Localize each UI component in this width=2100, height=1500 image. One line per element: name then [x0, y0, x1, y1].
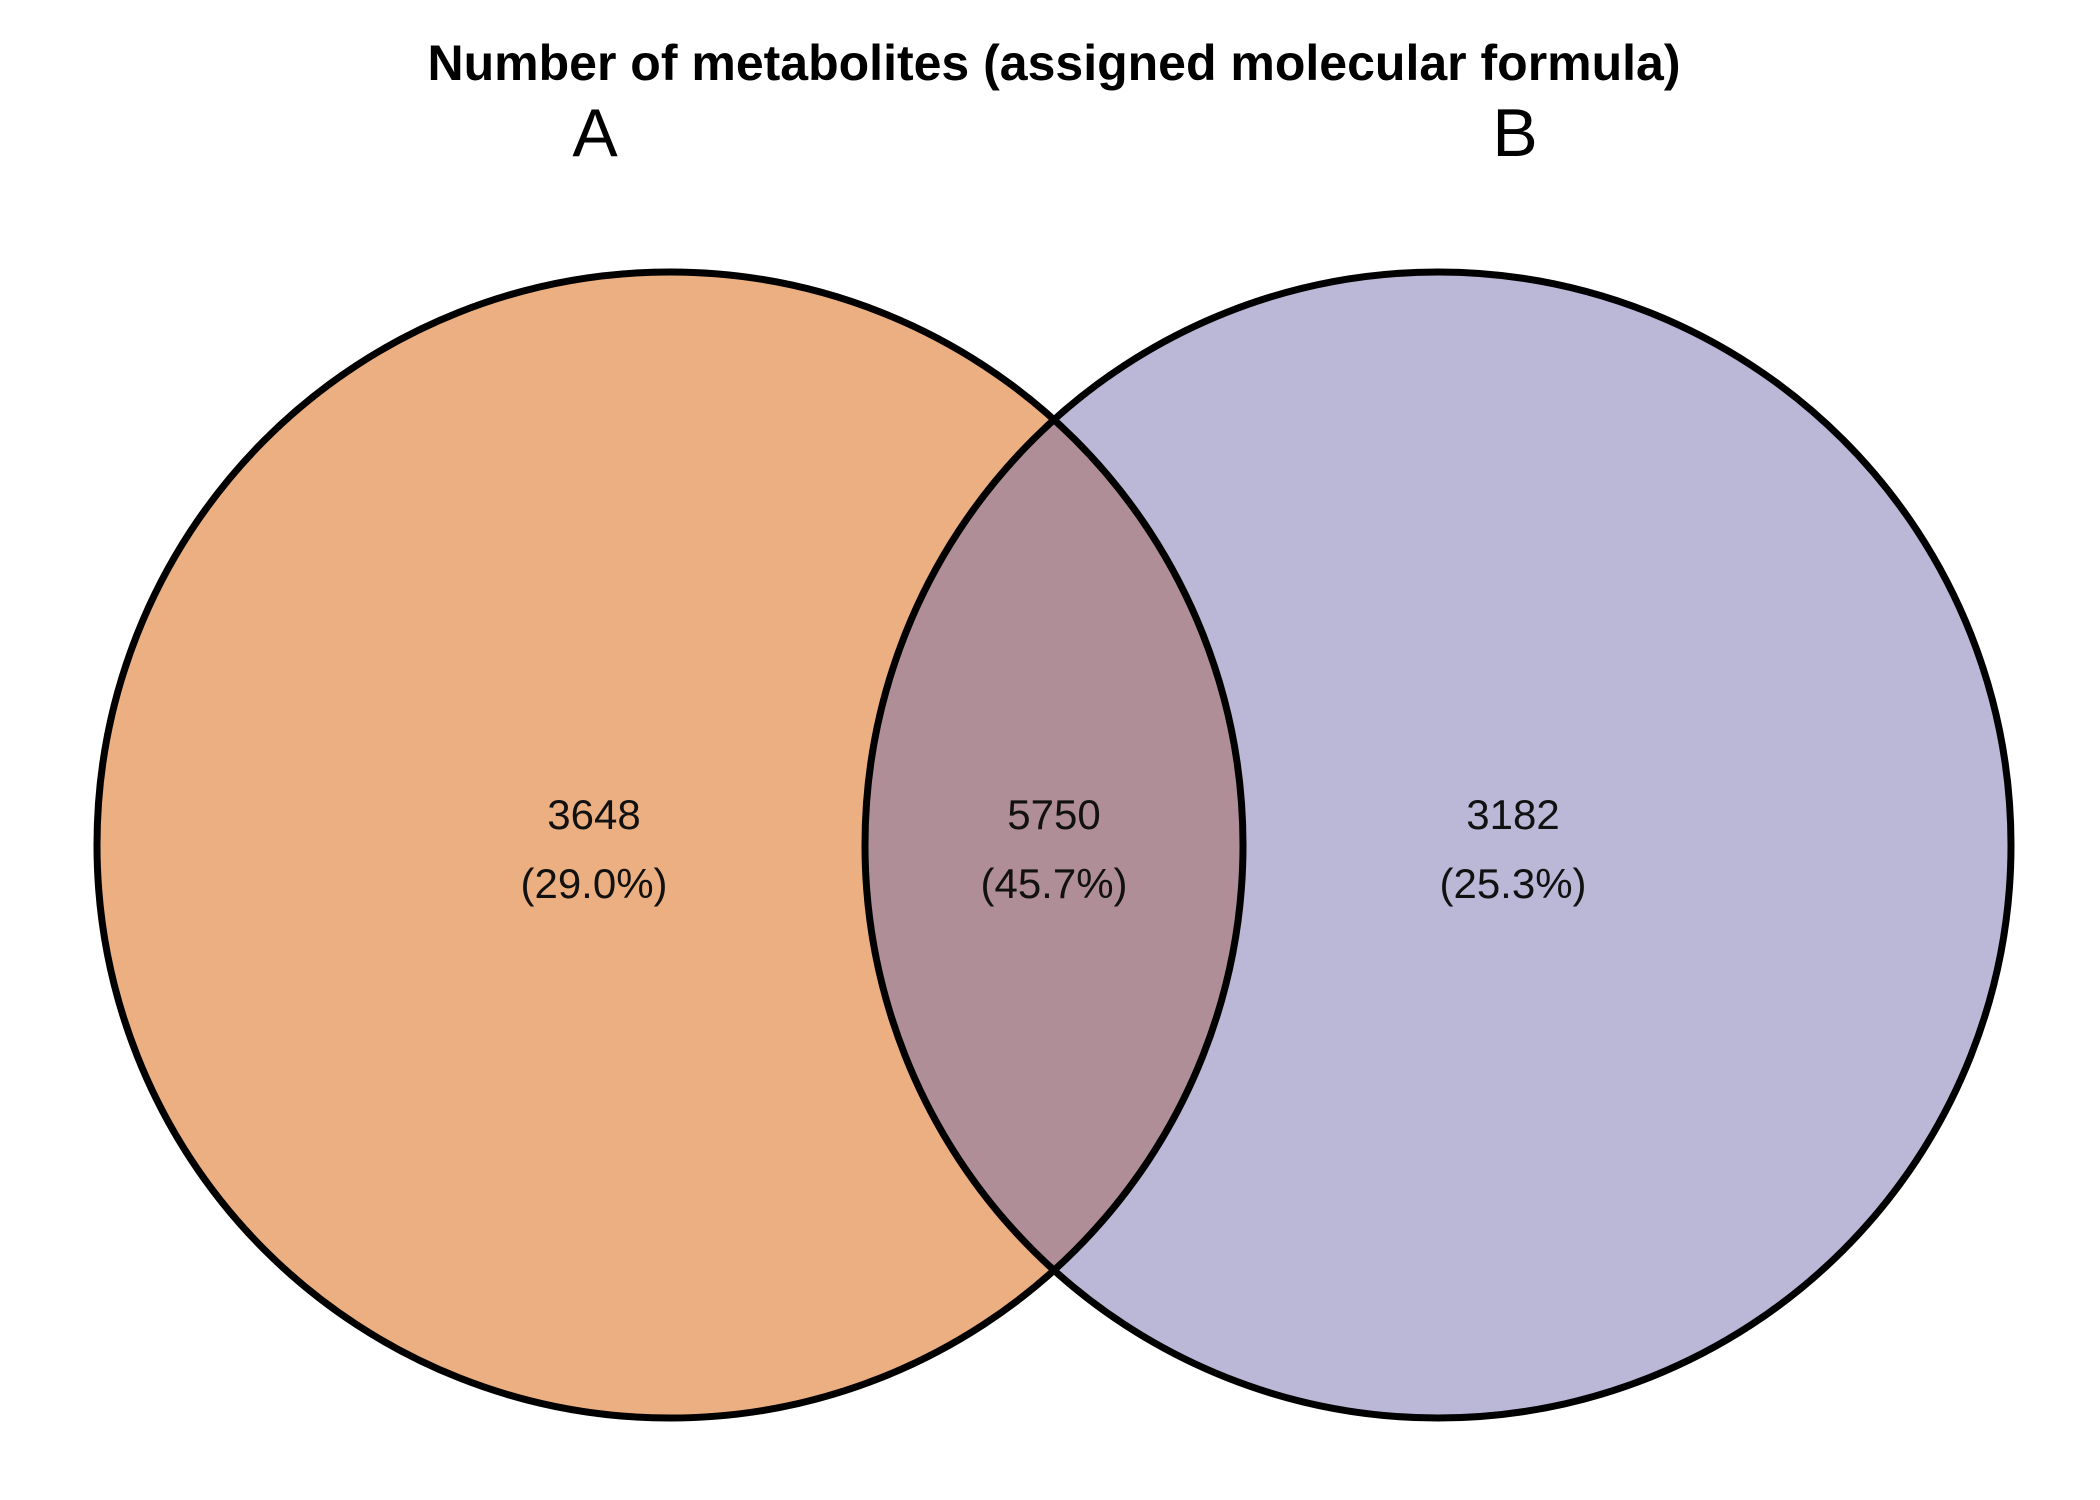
set-b-label: B — [1492, 95, 1537, 171]
a-only-count: 3648 — [547, 791, 640, 838]
b-only-percent: (25.3%) — [1439, 860, 1586, 907]
set-b-outline — [861, 268, 2015, 1422]
b-only-count: 3182 — [1466, 791, 1559, 838]
set-a-label: A — [572, 95, 618, 171]
a-only-percent: (29.0%) — [520, 860, 667, 907]
overlap-percent: (45.7%) — [980, 860, 1127, 907]
overlap-region — [865, 272, 1243, 1418]
overlap-count: 5750 — [1007, 791, 1100, 838]
diagram-title: Number of metabolites (assigned molecula… — [427, 35, 1680, 91]
set-a-outline — [93, 268, 1247, 1422]
